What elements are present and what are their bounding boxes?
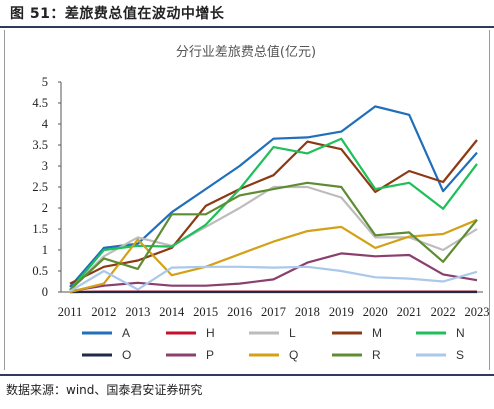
legend-label-M: M — [372, 326, 382, 340]
x-tick-label: 2019 — [329, 305, 354, 319]
series-line-N — [69, 137, 478, 291]
x-tick-label: 2013 — [125, 305, 150, 319]
series-line-P — [69, 252, 478, 293]
y-tick-label: 5 — [42, 75, 48, 89]
legend-label-H: H — [206, 326, 215, 340]
series-line-M — [69, 139, 478, 285]
x-tick-label: 2017 — [261, 305, 286, 319]
left-border — [4, 30, 5, 370]
y-tick-label: 2 — [42, 201, 48, 215]
x-tick-label: 2023 — [465, 305, 490, 319]
legend-label-L: L — [289, 326, 296, 340]
y-tick-label: 0.5 — [32, 264, 48, 278]
legend: A H L M N O P Q R S — [82, 326, 465, 362]
series-line-R — [69, 181, 478, 291]
y-tick-label: 1 — [42, 243, 48, 257]
legend-label-N: N — [456, 326, 465, 340]
x-tick-label: 2016 — [227, 305, 252, 319]
y-tick-label: 4 — [42, 117, 49, 131]
legend-label-O: O — [122, 348, 131, 362]
y-tick-label: 4.5 — [32, 96, 48, 110]
footer-rule — [0, 374, 494, 376]
y-tick-label: 3 — [42, 159, 48, 173]
y-tick-label: 2.5 — [32, 180, 48, 194]
source-note: 数据来源：wind、国泰君安证券研究 — [6, 383, 203, 397]
x-tick-label: 2020 — [363, 305, 388, 319]
right-border — [489, 30, 490, 370]
series-line-S — [69, 265, 478, 293]
x-tick-label: 2015 — [193, 305, 218, 319]
x-tick-label: 2011 — [58, 305, 83, 319]
y-tick-label: 1.5 — [32, 222, 48, 236]
legend-label-A: A — [122, 326, 130, 340]
header-rule — [0, 26, 494, 28]
x-tick-label: 2014 — [159, 305, 185, 319]
legend-label-R: R — [372, 348, 381, 362]
x-tick-label: 2012 — [91, 305, 116, 319]
legend-label-S: S — [456, 348, 464, 362]
x-tick-label: 2018 — [295, 305, 320, 319]
chart-title: 分行业差旅费总值(亿元) — [176, 44, 316, 60]
figure-caption: 图 51：差旅费总值在波动中增长 — [10, 6, 225, 22]
x-tick-label: 2022 — [431, 305, 456, 319]
x-tick-label: 2021 — [397, 305, 422, 319]
series-lines — [69, 105, 478, 294]
series-line-A — [69, 105, 478, 288]
legend-label-Q: Q — [289, 348, 298, 362]
series-line-Q — [69, 218, 478, 294]
legend-label-P: P — [206, 348, 214, 362]
axes: 0 0.5 1 1.5 2 2.5 3 3.5 4 4.5 5 2011 2012 2013 2014 201… — [32, 75, 489, 319]
y-tick-label: 0 — [42, 285, 48, 299]
y-tick-label: 3.5 — [32, 138, 48, 152]
